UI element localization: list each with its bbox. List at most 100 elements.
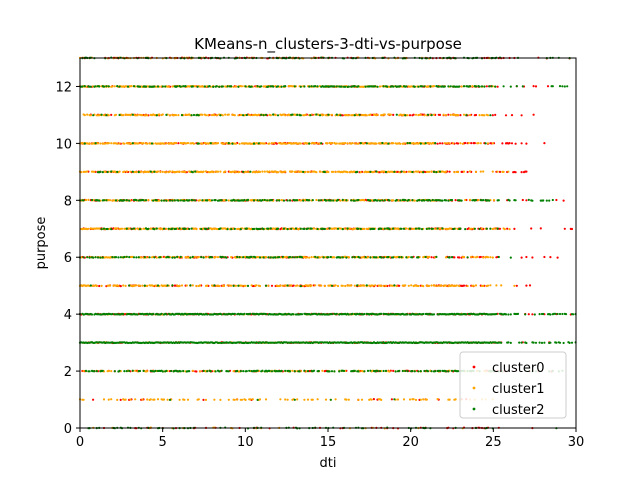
data-point bbox=[233, 398, 236, 401]
data-point bbox=[174, 227, 178, 230]
data-point bbox=[436, 142, 439, 145]
data-point bbox=[435, 255, 438, 258]
data-point bbox=[478, 227, 481, 231]
data-point bbox=[261, 369, 264, 372]
data-point bbox=[407, 198, 410, 202]
data-point bbox=[227, 113, 230, 116]
data-point bbox=[538, 341, 541, 344]
data-point bbox=[509, 341, 512, 344]
data-point bbox=[393, 284, 396, 287]
data-point bbox=[357, 398, 360, 401]
data-point bbox=[88, 370, 91, 373]
data-point bbox=[132, 227, 136, 230]
data-point bbox=[156, 284, 160, 287]
data-point bbox=[276, 227, 280, 230]
data-point bbox=[418, 227, 421, 230]
data-point bbox=[171, 227, 174, 230]
data-point bbox=[383, 113, 386, 116]
data-point bbox=[515, 284, 518, 287]
data-point bbox=[249, 114, 252, 117]
data-point bbox=[418, 199, 421, 202]
data-point bbox=[276, 171, 280, 174]
data-point bbox=[197, 398, 200, 401]
data-point bbox=[149, 398, 152, 401]
data-point bbox=[464, 198, 467, 202]
data-point bbox=[384, 369, 388, 372]
data-point bbox=[178, 284, 181, 288]
data-point bbox=[441, 199, 444, 202]
data-point bbox=[286, 398, 289, 401]
data-point bbox=[318, 170, 322, 173]
data-point bbox=[406, 114, 409, 117]
data-point bbox=[270, 142, 274, 145]
data-point bbox=[479, 170, 482, 173]
data-point bbox=[200, 256, 203, 259]
data-point bbox=[392, 199, 395, 202]
data-point bbox=[186, 398, 190, 401]
data-point bbox=[329, 398, 332, 401]
data-point bbox=[110, 170, 113, 173]
data-point bbox=[460, 199, 463, 202]
data-point bbox=[267, 284, 270, 287]
data-point bbox=[417, 370, 420, 373]
data-point bbox=[248, 369, 251, 372]
data-point bbox=[168, 170, 172, 173]
data-point bbox=[146, 398, 149, 401]
data-point bbox=[162, 142, 166, 145]
data-point bbox=[206, 284, 209, 287]
data-point bbox=[434, 370, 437, 373]
data-point bbox=[359, 227, 362, 230]
data-point bbox=[460, 85, 463, 88]
series-cluster1 bbox=[78, 56, 516, 430]
data-point bbox=[254, 256, 257, 259]
data-point bbox=[485, 85, 488, 88]
data-point bbox=[304, 113, 307, 116]
data-point bbox=[195, 370, 198, 373]
data-point bbox=[339, 199, 342, 202]
data-point bbox=[117, 256, 120, 259]
data-point bbox=[359, 171, 362, 174]
data-point bbox=[244, 284, 247, 287]
data-point bbox=[161, 370, 164, 373]
data-point bbox=[482, 199, 485, 202]
data-point bbox=[422, 285, 425, 288]
data-point bbox=[432, 85, 436, 88]
data-point bbox=[497, 255, 500, 259]
data-point bbox=[350, 284, 353, 287]
data-point bbox=[369, 113, 372, 116]
data-point bbox=[503, 228, 506, 231]
data-point bbox=[531, 256, 534, 259]
data-point bbox=[167, 256, 170, 259]
data-point bbox=[222, 142, 226, 145]
data-point bbox=[174, 141, 178, 145]
data-point bbox=[326, 142, 329, 145]
data-point bbox=[280, 369, 283, 372]
data-point bbox=[122, 313, 125, 316]
data-point bbox=[520, 171, 523, 174]
data-point bbox=[191, 369, 194, 372]
data-point bbox=[230, 256, 233, 259]
data-point bbox=[99, 170, 102, 173]
data-point bbox=[482, 170, 485, 173]
data-point bbox=[509, 256, 512, 259]
data-point bbox=[141, 114, 144, 117]
data-point bbox=[496, 170, 499, 173]
data-point bbox=[441, 142, 444, 145]
data-point bbox=[227, 199, 230, 202]
data-point bbox=[444, 114, 448, 117]
data-point bbox=[153, 170, 156, 173]
data-point bbox=[261, 170, 264, 173]
data-point bbox=[183, 398, 186, 401]
data-point bbox=[333, 370, 336, 373]
data-point bbox=[444, 199, 448, 202]
data-point bbox=[431, 198, 434, 202]
data-point bbox=[508, 199, 511, 202]
data-point bbox=[219, 227, 222, 230]
data-point bbox=[441, 227, 444, 230]
data-point bbox=[296, 256, 299, 259]
data-point bbox=[392, 256, 395, 259]
data-point bbox=[311, 199, 314, 202]
data-point bbox=[111, 85, 114, 88]
data-point bbox=[293, 398, 296, 401]
data-point bbox=[213, 398, 216, 401]
